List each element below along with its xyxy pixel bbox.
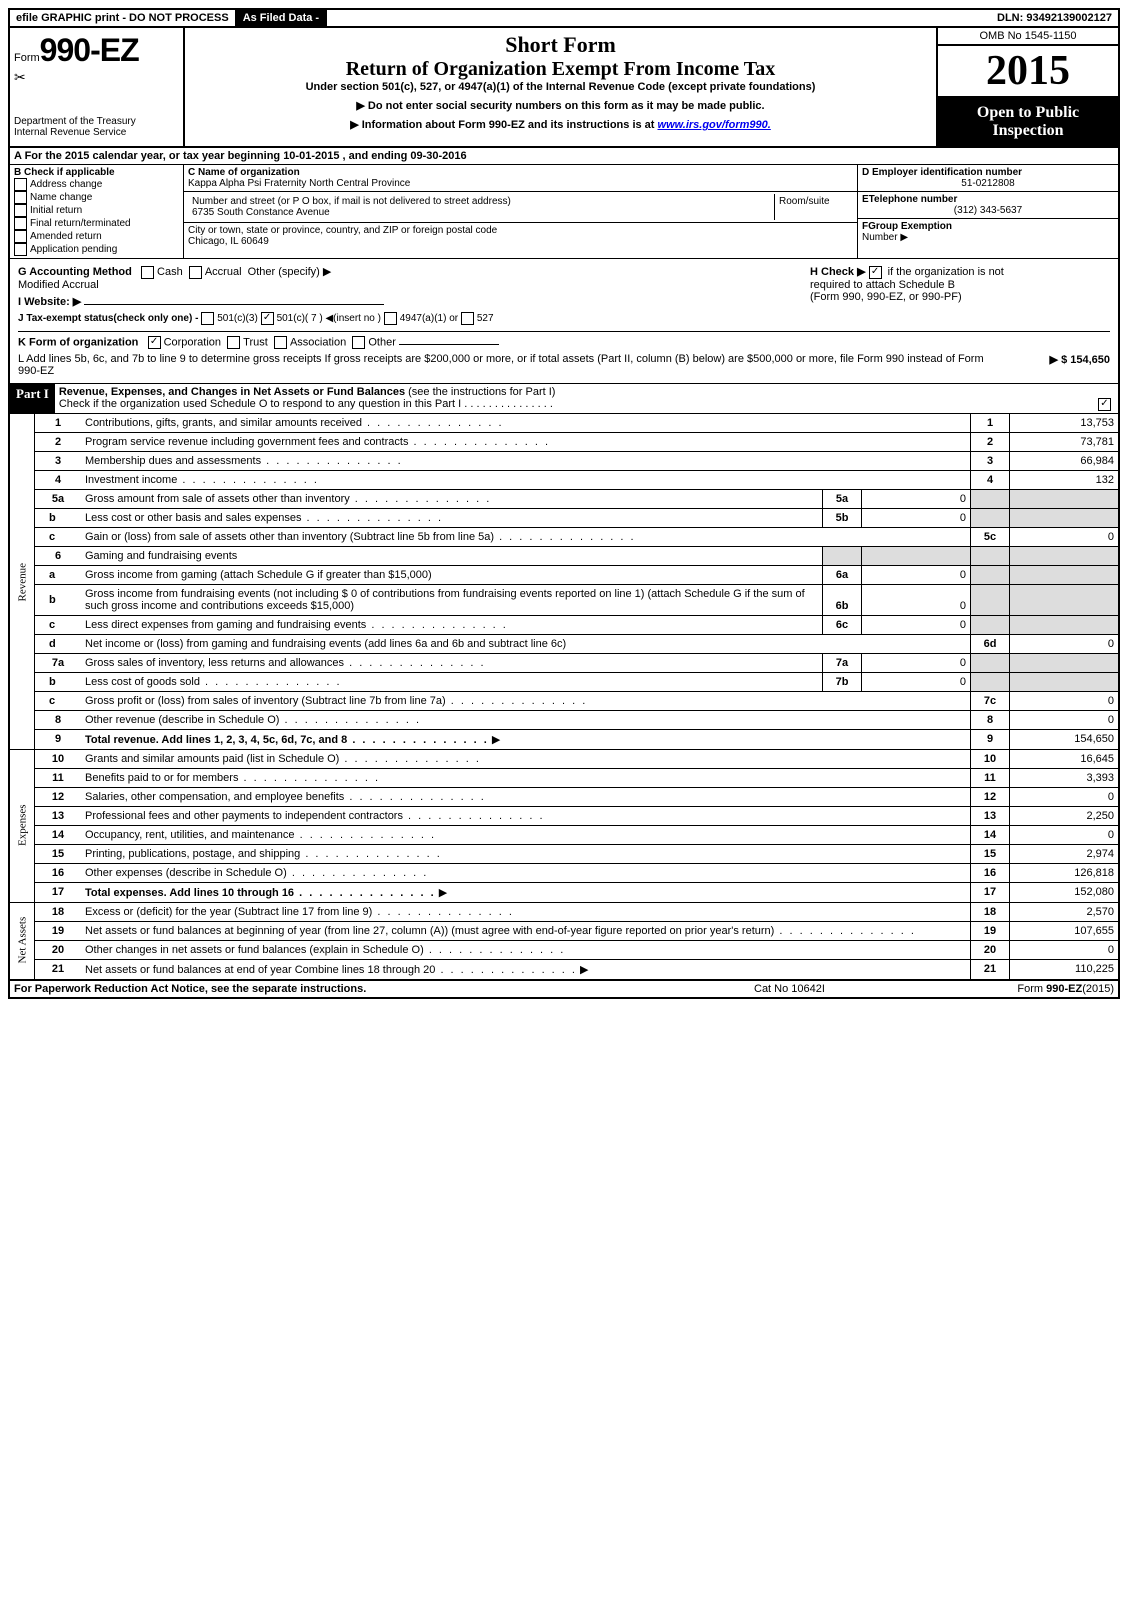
efile-label: efile GRAPHIC print - DO NOT PROCESS	[10, 10, 235, 26]
part1-sub: Check if the organization used Schedule …	[59, 398, 553, 410]
dept-treasury: Department of the Treasury	[14, 116, 179, 127]
part1-header: Part I Revenue, Expenses, and Changes in…	[10, 384, 1118, 414]
c-city-value: Chicago, IL 60649	[188, 236, 853, 247]
irs-link[interactable]: www.irs.gov/form990.	[658, 119, 771, 131]
footer-form: Form 990-EZ(2015)	[954, 983, 1114, 995]
header: Form990-EZ ✂ Department of the Treasury …	[10, 28, 1118, 148]
chk-amended-return[interactable]	[14, 230, 27, 243]
note-info: ▶ Information about Form 990-EZ and its …	[191, 118, 930, 131]
c-addr-value: 6735 South Constance Avenue	[192, 207, 330, 218]
revenue-side-label: Revenue	[10, 414, 35, 750]
k-label: K Form of organization	[18, 336, 138, 348]
open-public: Open to Public Inspection	[938, 98, 1118, 146]
col-d-ein: D Employer identification number 51-0212…	[857, 165, 1118, 258]
g-label: G Accounting Method	[18, 266, 132, 278]
chk-other[interactable]	[352, 336, 365, 349]
c-room-label: Room/suite	[775, 194, 853, 220]
note-ssn: ▶ Do not enter social security numbers o…	[191, 99, 930, 112]
c-name-label: C Name of organization	[188, 167, 853, 178]
expenses-side-label: Expenses	[10, 749, 35, 902]
col-c-org-info: C Name of organization Kappa Alpha Psi F…	[184, 165, 857, 258]
c-org-name: Kappa Alpha Psi Fraternity North Central…	[188, 178, 853, 189]
col-b-title: B Check if applicable	[14, 167, 179, 178]
chk-name-change[interactable]	[14, 191, 27, 204]
netassets-side-label: Net Assets	[10, 902, 35, 979]
header-right: OMB No 1545-1150 2015 Open to Public Ins…	[936, 28, 1118, 146]
c-addr-label: Number and street (or P O box, if mail i…	[192, 196, 511, 207]
chk-schedule-o[interactable]: ✓	[1098, 398, 1111, 411]
i-website-label: I Website: ▶	[18, 296, 81, 308]
chk-application-pending[interactable]	[14, 243, 27, 256]
header-left: Form990-EZ ✂ Department of the Treasury …	[10, 28, 185, 146]
part1-title: Revenue, Expenses, and Changes in Net As…	[59, 386, 405, 398]
header-center: Short Form Return of Organization Exempt…	[185, 28, 936, 146]
form-container: efile GRAPHIC print - DO NOT PROCESS As …	[8, 8, 1120, 999]
part1-table: Revenue 1 Contributions, gifts, grants, …	[10, 414, 1118, 979]
short-form-label: Short Form	[191, 32, 930, 58]
part1-title-note: (see the instructions for Part I)	[408, 386, 555, 398]
chk-501c[interactable]: ✓	[261, 312, 274, 325]
chk-association[interactable]	[274, 336, 287, 349]
footer-cat: Cat No 10642I	[754, 983, 954, 995]
top-bar: efile GRAPHIC print - DO NOT PROCESS As …	[10, 10, 1118, 28]
d-ein-value: 51-0212808	[862, 178, 1114, 189]
chk-schedule-b[interactable]: ✓	[869, 266, 882, 279]
chk-address-change[interactable]	[14, 178, 27, 191]
chk-final-return[interactable]	[14, 217, 27, 230]
f-group-label: FGroup Exemption	[862, 221, 952, 232]
chk-527[interactable]	[461, 312, 474, 325]
dln-label: DLN: 93492139002127	[991, 10, 1118, 26]
omb-number: OMB No 1545-1150	[938, 28, 1118, 46]
j-label: J Tax-exempt status(check only one) -	[18, 313, 198, 324]
chk-4947[interactable]	[384, 312, 397, 325]
chk-cash[interactable]	[141, 266, 154, 279]
d-ein-label: D Employer identification number	[862, 167, 1114, 178]
form-prefix: Form	[14, 52, 40, 64]
footer-paperwork: For Paperwork Reduction Act Notice, see …	[14, 983, 754, 995]
part1-label: Part I	[10, 384, 55, 413]
e-phone-value: (312) 343-5637	[862, 205, 1114, 216]
as-filed-label: As Filed Data -	[235, 10, 327, 26]
under-section: Under section 501(c), 527, or 4947(a)(1)…	[191, 81, 930, 93]
chk-501c3[interactable]	[201, 312, 214, 325]
dept-irs: Internal Revenue Service	[14, 127, 179, 138]
return-title: Return of Organization Exempt From Incom…	[191, 58, 930, 81]
col-b-checkboxes: B Check if applicable Address change Nam…	[10, 165, 184, 258]
l-value: ▶ $ 154,650	[990, 353, 1110, 377]
i-website-field[interactable]	[84, 304, 384, 305]
tax-year: 2015	[938, 46, 1118, 98]
footer: For Paperwork Reduction Act Notice, see …	[10, 979, 1118, 997]
chk-corporation[interactable]: ✓	[148, 336, 161, 349]
chk-initial-return[interactable]	[14, 204, 27, 217]
l-text: L Add lines 5b, 6c, and 7b to line 9 to …	[18, 353, 990, 377]
chk-trust[interactable]	[227, 336, 240, 349]
form-number: 990-EZ	[40, 32, 139, 68]
section-bcd: B Check if applicable Address change Nam…	[10, 165, 1118, 259]
c-city-label: City or town, state or province, country…	[188, 225, 853, 236]
row-a-tax-year: A For the 2015 calendar year, or tax yea…	[10, 148, 1118, 165]
section-g-to-l: H Check ▶ ✓ if the organization is not r…	[10, 259, 1118, 384]
e-phone-label: ETelephone number	[862, 194, 1114, 205]
f-group-number: Number ▶	[862, 232, 908, 243]
chk-accrual[interactable]	[189, 266, 202, 279]
h-schedule-b: H Check ▶ ✓ if the organization is not r…	[810, 265, 1110, 303]
